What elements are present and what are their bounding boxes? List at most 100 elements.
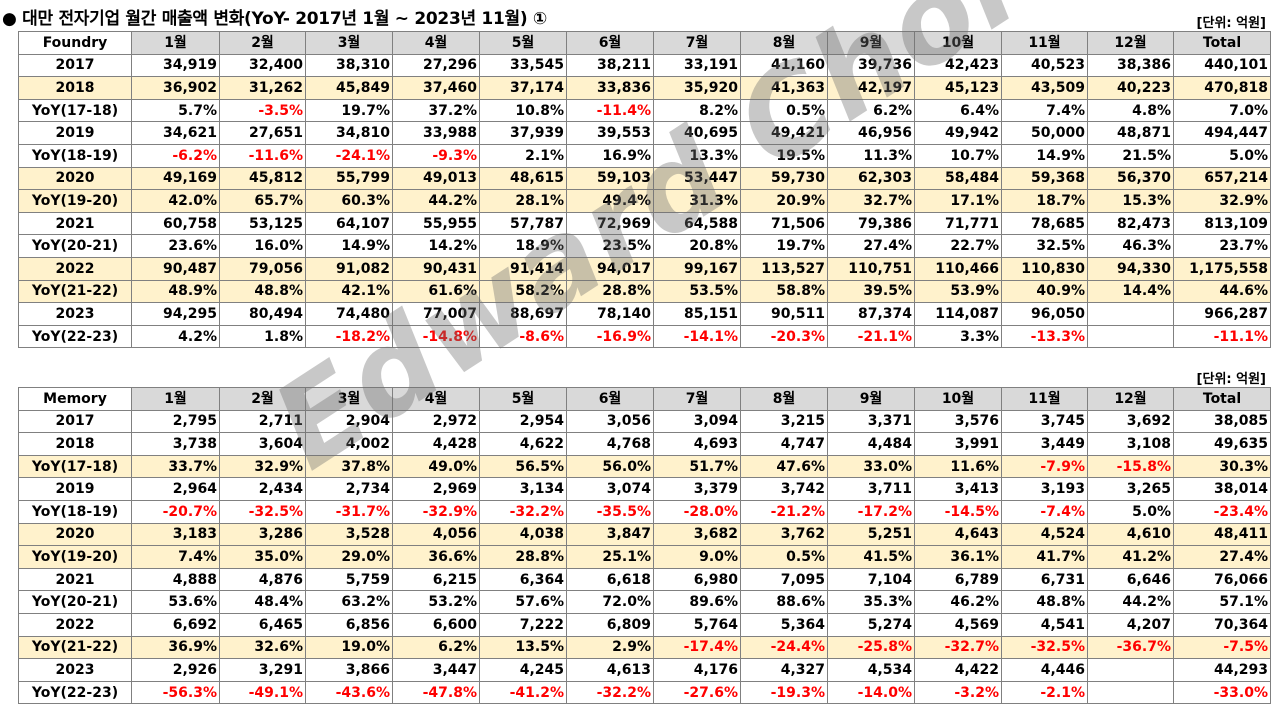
table-row: YoY(21-22) 48.9% 48.8% 42.1% 61.6% 58.2% 28.8%…	[18, 279, 1271, 304]
table-cell: 5.7%	[131, 98, 220, 123]
table-cell: 71,506	[740, 211, 828, 236]
table-cell: 3,291	[219, 658, 306, 682]
row-label: 2023	[18, 658, 132, 682]
table-cell: 77,007	[392, 302, 480, 326]
table-cell: 6.2%	[827, 98, 915, 123]
table-cell: -9.3%	[392, 143, 480, 168]
table-cell: 32.9%	[1173, 189, 1271, 213]
table-cell: -21.2%	[740, 499, 828, 524]
table-cell: 53.5%	[653, 279, 741, 304]
table-cell: 33,191	[653, 53, 741, 78]
table-cell: 49.0%	[392, 454, 480, 479]
table-cell: 72.0%	[566, 590, 654, 614]
table-cell: 46.3%	[1087, 234, 1174, 258]
table-cell: 3,745	[1001, 409, 1088, 434]
table-cell	[1087, 324, 1174, 349]
table-cell: 6,809	[566, 612, 654, 637]
table-cell: 11.3%	[827, 143, 915, 168]
table-cell: 55,955	[392, 211, 480, 236]
table-cell: 2,711	[219, 409, 306, 434]
table-cell: 45,812	[219, 166, 306, 191]
table-cell: 27,651	[219, 121, 306, 145]
table-title-cell: Memory	[18, 387, 132, 411]
table-cell: 18.9%	[479, 234, 567, 258]
table-cell: 65.7%	[219, 189, 306, 213]
table-cell: 4.8%	[1087, 98, 1174, 123]
table-cell: 4,622	[479, 432, 567, 456]
table-cell: 62,303	[827, 166, 915, 191]
table-cell: -18.2%	[305, 324, 393, 349]
row-label: 2022	[18, 612, 132, 637]
column-header: Total	[1173, 31, 1271, 55]
column-header: 5월	[479, 31, 567, 55]
table-row: 2022 6,692 6,465 6,856 6,600 7,222 6,809 5,764 5…	[18, 612, 1271, 637]
table-cell: 58,484	[914, 166, 1002, 191]
table-cell: 15.3%	[1087, 189, 1174, 213]
table-cell: 19.5%	[740, 143, 828, 168]
table-cell	[1087, 658, 1174, 682]
table-cell: 33,988	[392, 121, 480, 145]
table-row: YoY(17-18) 33.7% 32.9% 37.8% 49.0% 56.5% 56.0%…	[18, 454, 1271, 479]
table-cell: 72,969	[566, 211, 654, 236]
table-cell: 4,747	[740, 432, 828, 456]
row-label: 2019	[18, 477, 132, 501]
table-cell: 48,411	[1173, 522, 1271, 547]
table-cell: -31.7%	[305, 499, 393, 524]
table-cell: 48,871	[1087, 121, 1174, 145]
table-cell: 3,215	[740, 409, 828, 434]
table-cell: 4,643	[914, 522, 1002, 547]
table-cell: -17.4%	[653, 635, 741, 660]
table-cell: 7,222	[479, 612, 567, 637]
table-cell: 5,759	[305, 567, 393, 592]
table-cell: -11.1%	[1173, 324, 1271, 349]
table-cell: 3,866	[305, 658, 393, 682]
table-cell: -8.6%	[479, 324, 567, 349]
table-cell: -11.6%	[219, 143, 306, 168]
table-header-row: Foundry 1월 2월 3월 4월 5월 6월 7월 8월 9월 10월 11월 12월 Total	[18, 31, 1271, 55]
table-cell: 38,014	[1173, 477, 1271, 501]
table-cell: 6,731	[1001, 567, 1088, 592]
table-cell: 51.7%	[653, 454, 741, 479]
table-cell: 29.0%	[305, 545, 393, 569]
table-cell: 49,421	[740, 121, 828, 145]
table-cell: 31,262	[219, 76, 306, 100]
table-cell: 38,085	[1173, 409, 1271, 434]
column-header: 1월	[131, 387, 220, 411]
table-cell: 39,553	[566, 121, 654, 145]
table-cell: 4,569	[914, 612, 1002, 637]
memory-revenue-table: Memory 1월 2월 3월 4월 5월 6월 7월 8월 9월 10월 11월 12월 Total 2…	[18, 387, 1271, 705]
table-cell: 79,056	[219, 256, 306, 281]
table-cell: -32.7%	[914, 635, 1002, 660]
table-cell: 3,449	[1001, 432, 1088, 456]
table-cell: 49,942	[914, 121, 1002, 145]
table-cell: 70,364	[1173, 612, 1271, 637]
table-cell: 34,810	[305, 121, 393, 145]
table-cell: -16.9%	[566, 324, 654, 349]
unit-label-foundry: [단위: 억원]	[1196, 16, 1266, 31]
table-cell: 60.3%	[305, 189, 393, 213]
table-cell: 4,056	[392, 522, 480, 547]
table-cell: 6,789	[914, 567, 1002, 592]
table-cell: 42.1%	[305, 279, 393, 304]
row-label: YoY(22-23)	[18, 680, 132, 705]
table-cell: 14.4%	[1087, 279, 1174, 304]
table-cell: 41.7%	[1001, 545, 1088, 569]
table-cell: 90,431	[392, 256, 480, 281]
table-cell: 7.4%	[131, 545, 220, 569]
table-cell: 3,991	[914, 432, 1002, 456]
table-cell: 33.7%	[131, 454, 220, 479]
column-header: 11월	[1001, 387, 1088, 411]
table-cell: 6,215	[392, 567, 480, 592]
table-cell: 48.8%	[1001, 590, 1088, 614]
row-label: 2021	[18, 211, 132, 236]
table-cell: 90,511	[740, 302, 828, 326]
table-cell: 19.7%	[740, 234, 828, 258]
table-cell: -13.3%	[1001, 324, 1088, 349]
table-cell: 3,286	[219, 522, 306, 547]
table-cell: 90,487	[131, 256, 220, 281]
table-cell: -14.8%	[392, 324, 480, 349]
table-cell: 7.0%	[1173, 98, 1271, 123]
row-label: YoY(20-21)	[18, 590, 132, 614]
table-cell: 28.8%	[479, 545, 567, 569]
row-label: 2019	[18, 121, 132, 145]
